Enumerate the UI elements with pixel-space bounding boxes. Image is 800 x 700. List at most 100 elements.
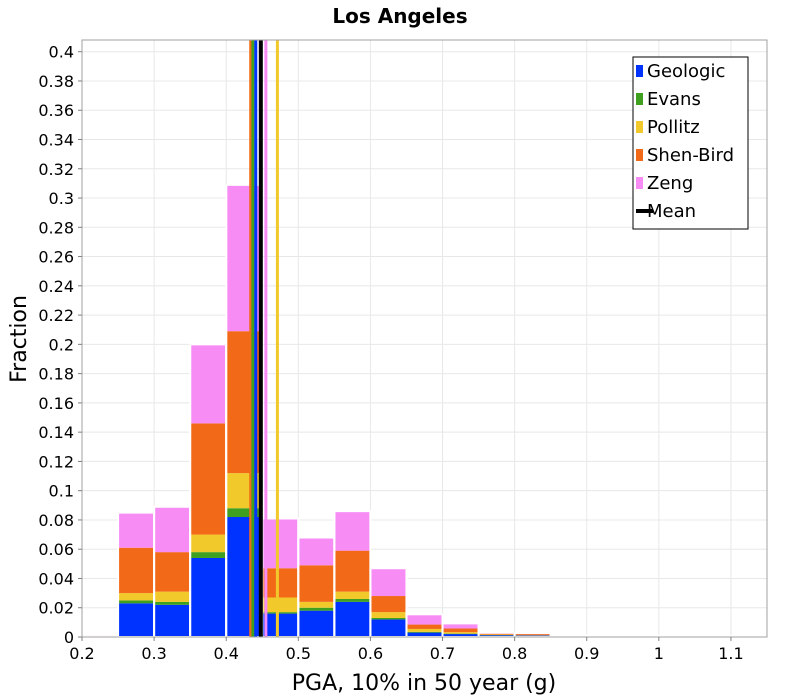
y-tick-label: 0.22 [38, 306, 74, 325]
bar-segment [407, 628, 442, 632]
bar-segment [155, 604, 190, 637]
bar-segment [263, 518, 298, 569]
bars [81, 183, 769, 639]
x-tick-label: 1.1 [718, 644, 743, 663]
legend-patch-swatch [636, 177, 643, 189]
legend: Geologic Evans Pollitz Shen-Bird Zeng Mean [632, 56, 749, 230]
x-tick-label: 0.3 [141, 644, 166, 663]
bar-segment [407, 614, 442, 625]
bar-segment [407, 632, 442, 637]
bar-segment [119, 603, 154, 637]
y-axis-ticks: 0 0.02 0.04 0.06 0.08 0.1 0.12 0.14 0.16 0.18 0.2 0… [38, 43, 82, 647]
legend-patch-swatch [636, 65, 643, 77]
y-tick-label: 0.14 [38, 423, 74, 442]
y-tick-label: 0.26 [38, 248, 74, 267]
bar-segment [191, 423, 226, 535]
y-tick-label: 0.12 [38, 452, 74, 471]
bar-segment [263, 568, 298, 598]
legend-label: Geologic [647, 61, 725, 82]
y-tick-label: 0.16 [38, 394, 74, 413]
y-tick-label: 0.24 [38, 277, 74, 296]
plot-frame [81, 39, 768, 638]
bar-segment [191, 552, 226, 558]
bar-segment [299, 537, 334, 566]
legend-label: Zeng [647, 173, 693, 194]
bar-segment [191, 534, 226, 553]
bar-segment [227, 508, 262, 518]
legend-label: Pollitz [647, 117, 700, 138]
bar-segment [191, 557, 226, 637]
bar-segment [443, 632, 478, 634]
y-tick-label: 0.38 [38, 72, 74, 91]
x-tick-label: 0.2 [69, 644, 94, 663]
x-tick-label: 1 [654, 644, 664, 663]
bar-segment [335, 598, 370, 602]
bar-segment [119, 512, 154, 548]
bar-segment [371, 617, 406, 620]
bar-segment [443, 623, 478, 629]
x-tick-label: 0.9 [574, 644, 599, 663]
bar-segment [155, 552, 190, 592]
legend-label: Evans [647, 89, 701, 110]
y-tick-label: 0.36 [38, 101, 74, 120]
x-tick-label: 0.7 [430, 644, 455, 663]
bar-segment [263, 613, 298, 637]
legend-patch-swatch [636, 121, 643, 133]
bar-segment [299, 607, 334, 611]
bar-segment [119, 547, 154, 594]
legend-frame [632, 56, 749, 230]
y-tick-label: 0.4 [49, 43, 74, 62]
bar-segment [371, 619, 406, 637]
x-tick-label: 0.8 [502, 644, 527, 663]
y-tick-label: 0.32 [38, 160, 74, 179]
bar-segment [299, 565, 334, 602]
mean-lines [249, 40, 279, 637]
y-tick-label: 0 [64, 628, 74, 647]
bar-segment [335, 591, 370, 599]
bar-segment [515, 634, 550, 636]
bar-segment [479, 633, 514, 635]
x-tick-label: 0.5 [286, 644, 311, 663]
bar-segment [191, 344, 226, 424]
legend-patch-swatch [636, 93, 643, 105]
bar-segment [119, 600, 154, 604]
legend-patch-swatch [636, 149, 643, 161]
x-tick-label: 0.4 [213, 644, 238, 663]
x-axis-ticks: 0.2 0.3 0.4 0.5 0.6 0.7 0.8 0.9 1 1.1 [69, 637, 744, 663]
y-tick-label: 0.06 [38, 540, 74, 559]
bar-segment [443, 634, 478, 637]
bar-segment [371, 612, 406, 618]
y-tick-label: 0.34 [38, 131, 74, 150]
y-tick-label: 0.04 [38, 569, 74, 588]
bar-segment [299, 601, 334, 608]
bar-segment [407, 624, 442, 629]
legend-label: Shen-Bird [647, 145, 734, 166]
y-tick-label: 0.08 [38, 511, 74, 530]
bar-segment [263, 597, 298, 613]
bar-segment [155, 506, 190, 553]
legend-line-swatch [636, 209, 653, 213]
bar-segment [119, 593, 154, 601]
bar-segment [407, 631, 442, 633]
y-tick-label: 0.28 [38, 218, 74, 237]
bar-segment [443, 628, 478, 633]
bar-segment [371, 596, 406, 613]
bar-segment [335, 601, 370, 637]
bar-segment [155, 591, 190, 602]
bar-segment [155, 601, 190, 605]
y-tick-label: 0.1 [49, 482, 74, 501]
y-tick-label: 0.18 [38, 365, 74, 384]
bar-segment [371, 568, 406, 597]
y-axis-label: Fraction [7, 295, 32, 383]
y-tick-label: 0.3 [49, 189, 74, 208]
x-tick-label: 0.6 [358, 644, 383, 663]
bar-segment [263, 612, 298, 614]
y-tick-label: 0.02 [38, 599, 74, 618]
x-axis-label: PGA, 10% in 50 year (g) [292, 671, 556, 696]
chart-title: Los Angeles [332, 4, 467, 28]
bar-segment [335, 550, 370, 592]
y-tick-label: 0.2 [49, 335, 74, 354]
legend-label: Mean [647, 201, 696, 222]
bar-segment [83, 635, 118, 637]
